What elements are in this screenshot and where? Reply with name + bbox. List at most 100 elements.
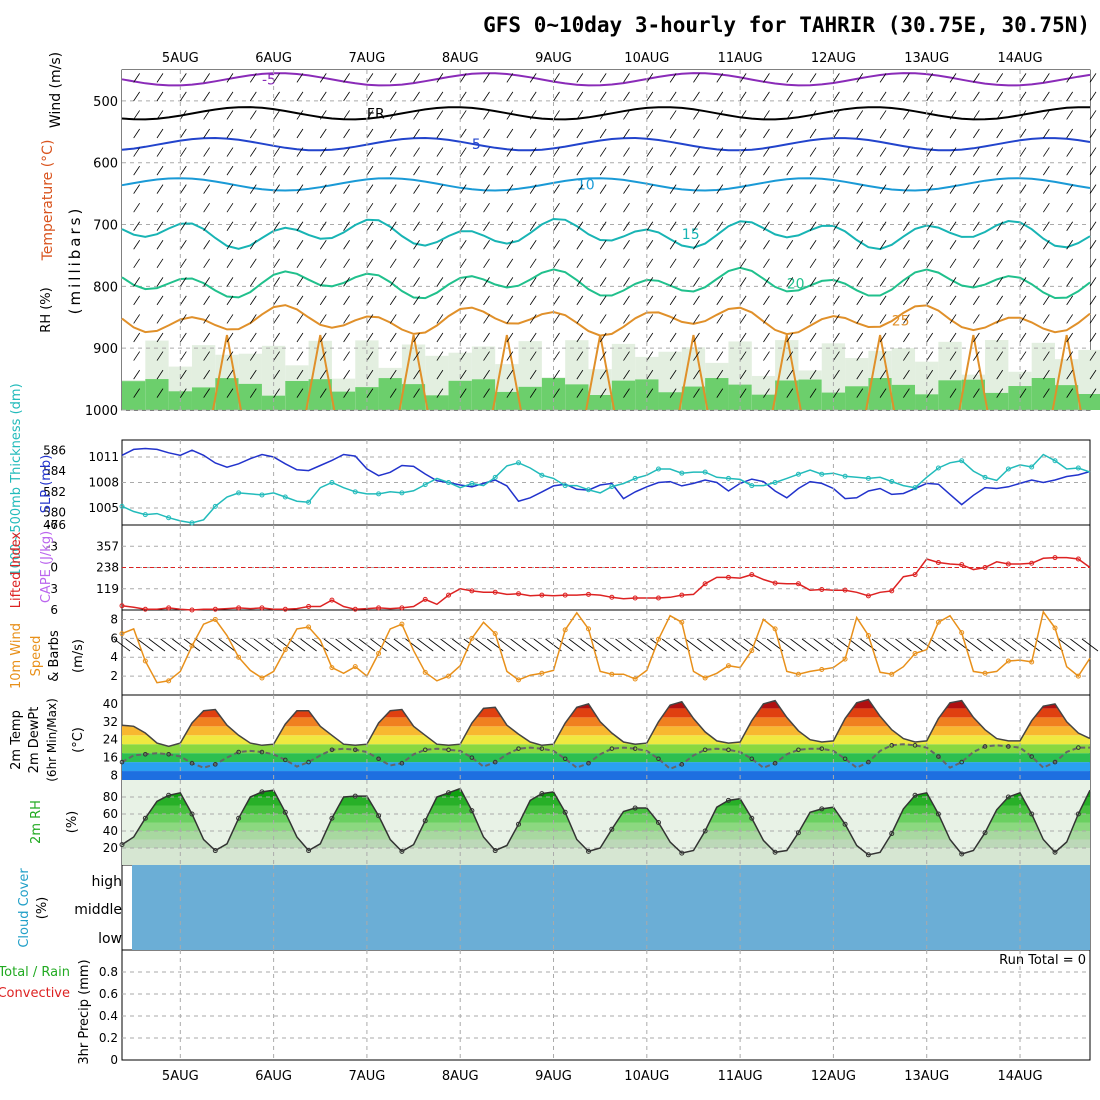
rh-line-point	[282, 809, 288, 815]
surface-wind-barb	[708, 638, 726, 652]
wind-barb	[646, 73, 654, 83]
wind-barb	[669, 147, 677, 157]
wind-barb	[786, 73, 794, 83]
rh-shade-high	[1078, 394, 1100, 410]
temp2m-label-3: (6hr Min/Max)	[45, 698, 59, 782]
wind-barb	[553, 295, 560, 306]
thickness-line-point	[609, 484, 615, 490]
slp-label: SLP (mb)	[39, 455, 54, 514]
wind-barb	[996, 388, 1004, 398]
wind-barb	[156, 128, 164, 139]
wind-barb	[833, 184, 840, 194]
wind-barb	[856, 240, 864, 250]
wind-barb	[296, 184, 304, 194]
rh-line	[121, 787, 1091, 856]
rh-line-point	[1005, 794, 1011, 800]
wind-barb	[529, 202, 537, 213]
wind-barb	[879, 202, 887, 213]
wind-barb	[903, 258, 910, 269]
wind-10m-panel: 2 4 6 8	[110, 610, 1099, 684]
surface-wind-barb	[626, 638, 644, 652]
wind-barb	[459, 147, 467, 157]
wind-barb	[879, 295, 887, 306]
wind-speed-line-point	[376, 650, 382, 656]
dewpoint-point	[936, 754, 941, 759]
wind-barb	[319, 277, 327, 287]
wind-barb	[786, 184, 794, 194]
wind-speed-line-point	[842, 656, 848, 662]
wind-barb	[436, 295, 444, 306]
wind-barb	[389, 332, 397, 343]
dewpoint-point	[586, 760, 591, 766]
thickness-line-point	[912, 485, 918, 491]
dewpoint-point	[376, 756, 381, 762]
wind-barb	[133, 147, 140, 157]
temp-band	[122, 699, 1090, 709]
wind-barb	[739, 240, 747, 250]
wind-barb	[366, 128, 374, 139]
wind-barb	[1019, 165, 1027, 176]
wind-barb	[1019, 184, 1027, 194]
wind-barb	[809, 258, 817, 269]
wind-barb	[273, 369, 280, 380]
wind-barb	[296, 240, 304, 250]
wind-barb	[973, 314, 980, 324]
wind-barb	[553, 221, 560, 231]
wind-barb	[156, 258, 164, 269]
surface-wind-barb	[860, 638, 877, 652]
isotherm-line	[121, 304, 1091, 337]
wind-speed-line-point	[795, 671, 801, 677]
wind-barb	[436, 369, 444, 380]
wind-barb	[1089, 388, 1097, 398]
li-line-point	[702, 581, 708, 587]
precip-tick-label: 0.4	[99, 1009, 118, 1023]
wind-barb	[343, 91, 350, 102]
wind-barb	[809, 147, 817, 157]
thickness-line-point	[819, 471, 825, 477]
temp-line	[121, 698, 1091, 748]
wind-barb	[926, 369, 934, 380]
wind-barb	[1043, 332, 1050, 343]
wind-barb	[273, 147, 280, 157]
thickness-line-point	[702, 469, 708, 475]
wind-barb	[576, 184, 584, 194]
wind-barb	[389, 277, 397, 287]
wind-barb	[459, 91, 467, 102]
day-label-top: 12AUG	[811, 51, 856, 66]
thickness-line-point	[446, 480, 452, 485]
li-line-point	[446, 592, 452, 598]
wind-barb	[716, 277, 724, 287]
li-line-point	[212, 606, 218, 612]
wind-barb	[413, 314, 420, 324]
wind-barb	[739, 369, 747, 380]
wind-barb	[763, 388, 770, 398]
wind-barb	[179, 110, 187, 120]
wind-barb	[949, 332, 957, 343]
wind-barb	[529, 128, 537, 139]
wind-barb	[996, 369, 1004, 380]
wind-barb	[296, 110, 304, 120]
wind-barb	[226, 369, 234, 380]
wind-barb	[343, 147, 350, 157]
wind-barb	[599, 277, 607, 287]
wind-barb	[576, 202, 584, 213]
wind-tick-label: 8	[110, 612, 118, 626]
wind-barb	[1043, 73, 1050, 83]
wind-barb	[576, 369, 584, 380]
wind-barb	[483, 110, 490, 120]
surface-isotherm	[305, 334, 336, 411]
wind-barb	[366, 184, 374, 194]
dewpoint-point	[749, 756, 755, 762]
li-line-point	[142, 606, 148, 612]
wind-barb	[973, 277, 980, 287]
wind-barb	[436, 91, 444, 102]
wind-barb	[833, 258, 840, 269]
wind-barb	[739, 295, 747, 306]
wind-barb	[576, 388, 584, 398]
wind-barb	[436, 332, 444, 343]
wind-barb	[646, 240, 654, 250]
wind-barb	[1066, 165, 1074, 176]
wind-barb	[1019, 388, 1027, 398]
wind-barb	[459, 240, 467, 250]
wind-barb	[296, 388, 304, 398]
